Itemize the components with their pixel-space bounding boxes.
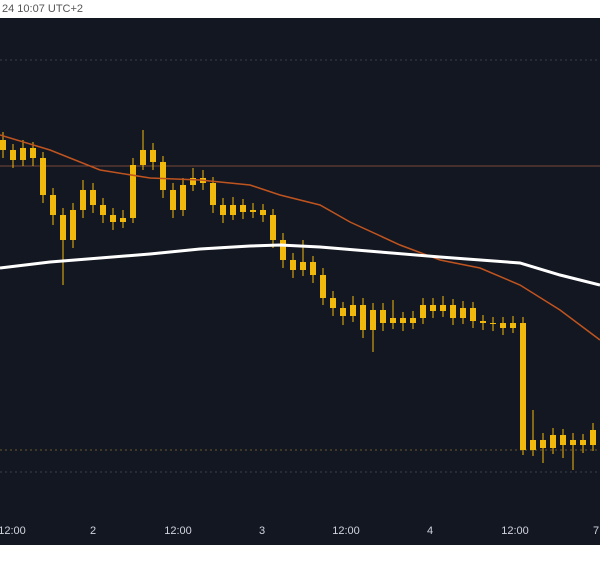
candle-body [300, 262, 306, 270]
candle-body [160, 162, 166, 190]
candle-body [340, 308, 346, 316]
candle-body [80, 190, 86, 210]
candle-body [270, 215, 276, 240]
candle-body [360, 305, 366, 330]
candle-body [400, 318, 406, 323]
candle-body [560, 435, 566, 445]
candle-body [480, 321, 486, 323]
candle-body [350, 305, 356, 316]
candle-body [310, 262, 316, 275]
chart-background [0, 18, 600, 545]
header-text: 24 10:07 UTC+2 [2, 3, 83, 15]
candle-body [130, 165, 136, 218]
candle-body [540, 440, 546, 448]
candle-body [550, 435, 556, 448]
x-tick-label: 12:00 [0, 525, 26, 537]
candle-body [220, 205, 226, 215]
candle-body [410, 318, 416, 323]
candle-body [390, 318, 396, 323]
candle-body [290, 260, 296, 270]
candle-body [190, 178, 196, 185]
candle-body [70, 210, 76, 240]
x-tick-label: 12:00 [501, 525, 529, 537]
candle-body [260, 210, 266, 215]
x-tick-label: 4 [427, 525, 433, 537]
candle-body [210, 183, 216, 205]
candle-body [530, 440, 536, 450]
moving-average-line [0, 243, 600, 287]
candle-body [440, 305, 446, 311]
x-tick-label: 12:00 [332, 525, 360, 537]
candle-body [0, 140, 6, 150]
candle-body [520, 323, 526, 450]
candle-body [250, 210, 256, 212]
candle-body [330, 298, 336, 308]
candle-body [420, 305, 426, 318]
candle-body [10, 150, 16, 160]
candle-body [20, 148, 26, 160]
x-tick-label: 12:00 [164, 525, 192, 537]
candle-body [170, 190, 176, 210]
moving-average-line [0, 134, 600, 341]
candle-body [500, 323, 506, 328]
candle-body [430, 305, 436, 311]
candle-body [580, 440, 586, 445]
candle-body [110, 215, 116, 222]
candle-body [320, 275, 326, 298]
x-tick-label: 7 [593, 525, 599, 537]
x-tick-label: 3 [259, 525, 265, 537]
candle-body [180, 185, 186, 210]
x-tick-label: 2 [90, 525, 96, 537]
candle-body [120, 218, 126, 222]
candle-body [40, 158, 46, 195]
candle-body [240, 205, 246, 212]
candle-body [370, 310, 376, 330]
candle-body [470, 308, 476, 321]
candle-body [60, 215, 66, 240]
candle-body [30, 148, 36, 158]
candle-body [90, 190, 96, 205]
candle-body [280, 240, 286, 260]
candle-body [590, 430, 596, 445]
candle-body [150, 150, 156, 162]
candle-body [100, 205, 106, 215]
candle-body [570, 440, 576, 445]
candle-body [450, 305, 456, 318]
candle-body [50, 195, 56, 215]
candle-body [140, 150, 146, 165]
candle-body [380, 310, 386, 323]
candle-body [510, 323, 516, 328]
candle-body [460, 308, 466, 318]
candle-body [490, 323, 496, 324]
candle-body [230, 205, 236, 215]
